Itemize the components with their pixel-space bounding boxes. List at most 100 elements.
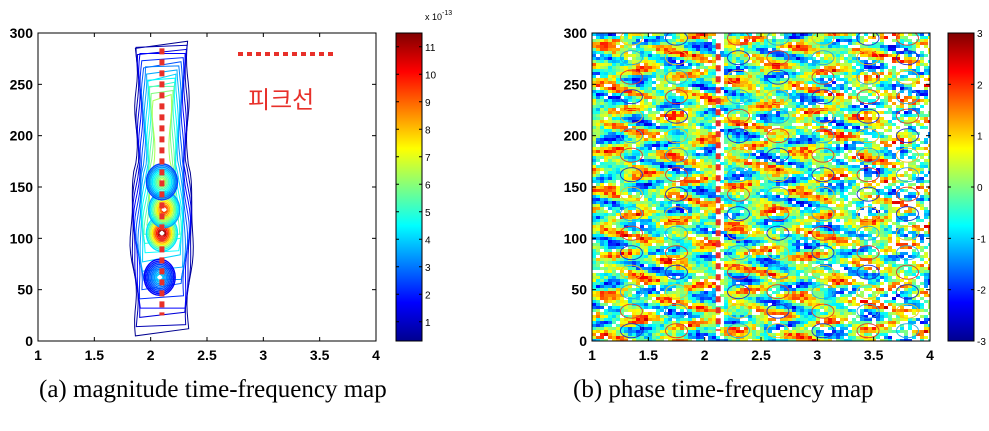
phase-cell (616, 81, 620, 84)
phase-cell (736, 81, 740, 84)
phase-cell (676, 162, 680, 165)
phase-cell (604, 144, 608, 147)
phase-cell (892, 174, 896, 177)
phase-cell (752, 198, 756, 201)
phase-cell (800, 105, 804, 108)
phase-cell (768, 57, 772, 60)
phase-cell (916, 225, 920, 228)
phase-cell (780, 51, 784, 54)
phase-cell (664, 144, 668, 147)
phase-cell (780, 150, 784, 153)
phase-cell (740, 132, 744, 135)
phase-cell (788, 165, 792, 168)
phase-cell (672, 87, 676, 90)
phase-cell (812, 225, 816, 228)
phase-cell (628, 81, 632, 84)
phase-cell (744, 189, 748, 192)
phase-cell (664, 60, 668, 63)
phase-cell (700, 60, 704, 63)
phase-cell (760, 189, 764, 192)
phase-cell (880, 126, 884, 129)
phase-cell (592, 141, 596, 144)
phase-cell (672, 111, 676, 114)
phase-cell (604, 78, 608, 81)
phase-cell (604, 132, 608, 135)
phase-cell (728, 63, 732, 66)
phase-cell (760, 99, 764, 102)
phase-cell (692, 123, 696, 126)
phase-cell (916, 99, 920, 102)
phase-cell (752, 96, 756, 99)
phase-cell (908, 39, 912, 42)
phase-cell (608, 63, 612, 66)
phase-cell (784, 225, 788, 228)
phase-cell (636, 84, 640, 87)
phase-cell (604, 213, 608, 216)
phase-cell (924, 174, 928, 177)
phase-cell (776, 129, 780, 132)
phase-cell (712, 120, 716, 123)
phase-cell (808, 165, 812, 168)
phase-cell (768, 63, 772, 66)
phase-cell (776, 123, 780, 126)
phase-cell (912, 228, 916, 231)
phase-cell (796, 39, 800, 42)
phase-cell (884, 87, 888, 90)
phase-cell (720, 129, 724, 132)
phase-cell (784, 162, 788, 165)
phase-cell (608, 183, 612, 186)
phase-cell (884, 219, 888, 222)
phase-cell (800, 147, 804, 150)
phase-cell (804, 219, 808, 222)
phase-cell (620, 63, 624, 66)
phase-cell (688, 225, 692, 228)
phase-cell (668, 195, 672, 198)
phase-cell (876, 75, 880, 78)
phase-cell (852, 174, 856, 177)
phase-cell (612, 132, 616, 135)
phase-cell (644, 165, 648, 168)
phase-cell (884, 162, 888, 165)
phase-cell (744, 138, 748, 141)
phase-cell (632, 138, 636, 141)
phase-cell (656, 132, 660, 135)
phase-cell (628, 84, 632, 87)
phase-cell (816, 33, 820, 36)
phase-cell (792, 138, 796, 141)
phase-cell (616, 165, 620, 168)
phase-cell (744, 111, 748, 114)
phase-cell (772, 162, 776, 165)
phase-cell (820, 213, 824, 216)
phase-cell (920, 99, 924, 102)
phase-cell (728, 102, 732, 105)
phase-cell (748, 72, 752, 75)
phase-cell (880, 162, 884, 165)
phase-cell (872, 180, 876, 183)
phase-cell (816, 129, 820, 132)
phase-cell (724, 225, 728, 228)
phase-cell (660, 153, 664, 156)
phase-cell (720, 54, 724, 57)
phase-cell (604, 120, 608, 123)
phase-cell (852, 108, 856, 111)
phase-cell (744, 123, 748, 126)
phase-cell (624, 153, 628, 156)
phase-cell (740, 81, 744, 84)
phase-cell (692, 135, 696, 138)
phase-cell (748, 90, 752, 93)
phase-cell (704, 165, 708, 168)
phase-cell (872, 144, 876, 147)
phase-cell (708, 84, 712, 87)
phase-cell (852, 33, 856, 36)
phase-cell (812, 87, 816, 90)
phase-cell (928, 198, 930, 201)
phase-cell (604, 216, 608, 219)
phase-cell (712, 162, 716, 165)
phase-cell (824, 171, 828, 174)
phase-cell (712, 39, 716, 42)
phase-cell (660, 228, 664, 231)
hotspot-contour (157, 176, 167, 188)
phase-cell (816, 156, 820, 159)
phase-cell (592, 147, 596, 150)
phase-cell (596, 45, 600, 48)
